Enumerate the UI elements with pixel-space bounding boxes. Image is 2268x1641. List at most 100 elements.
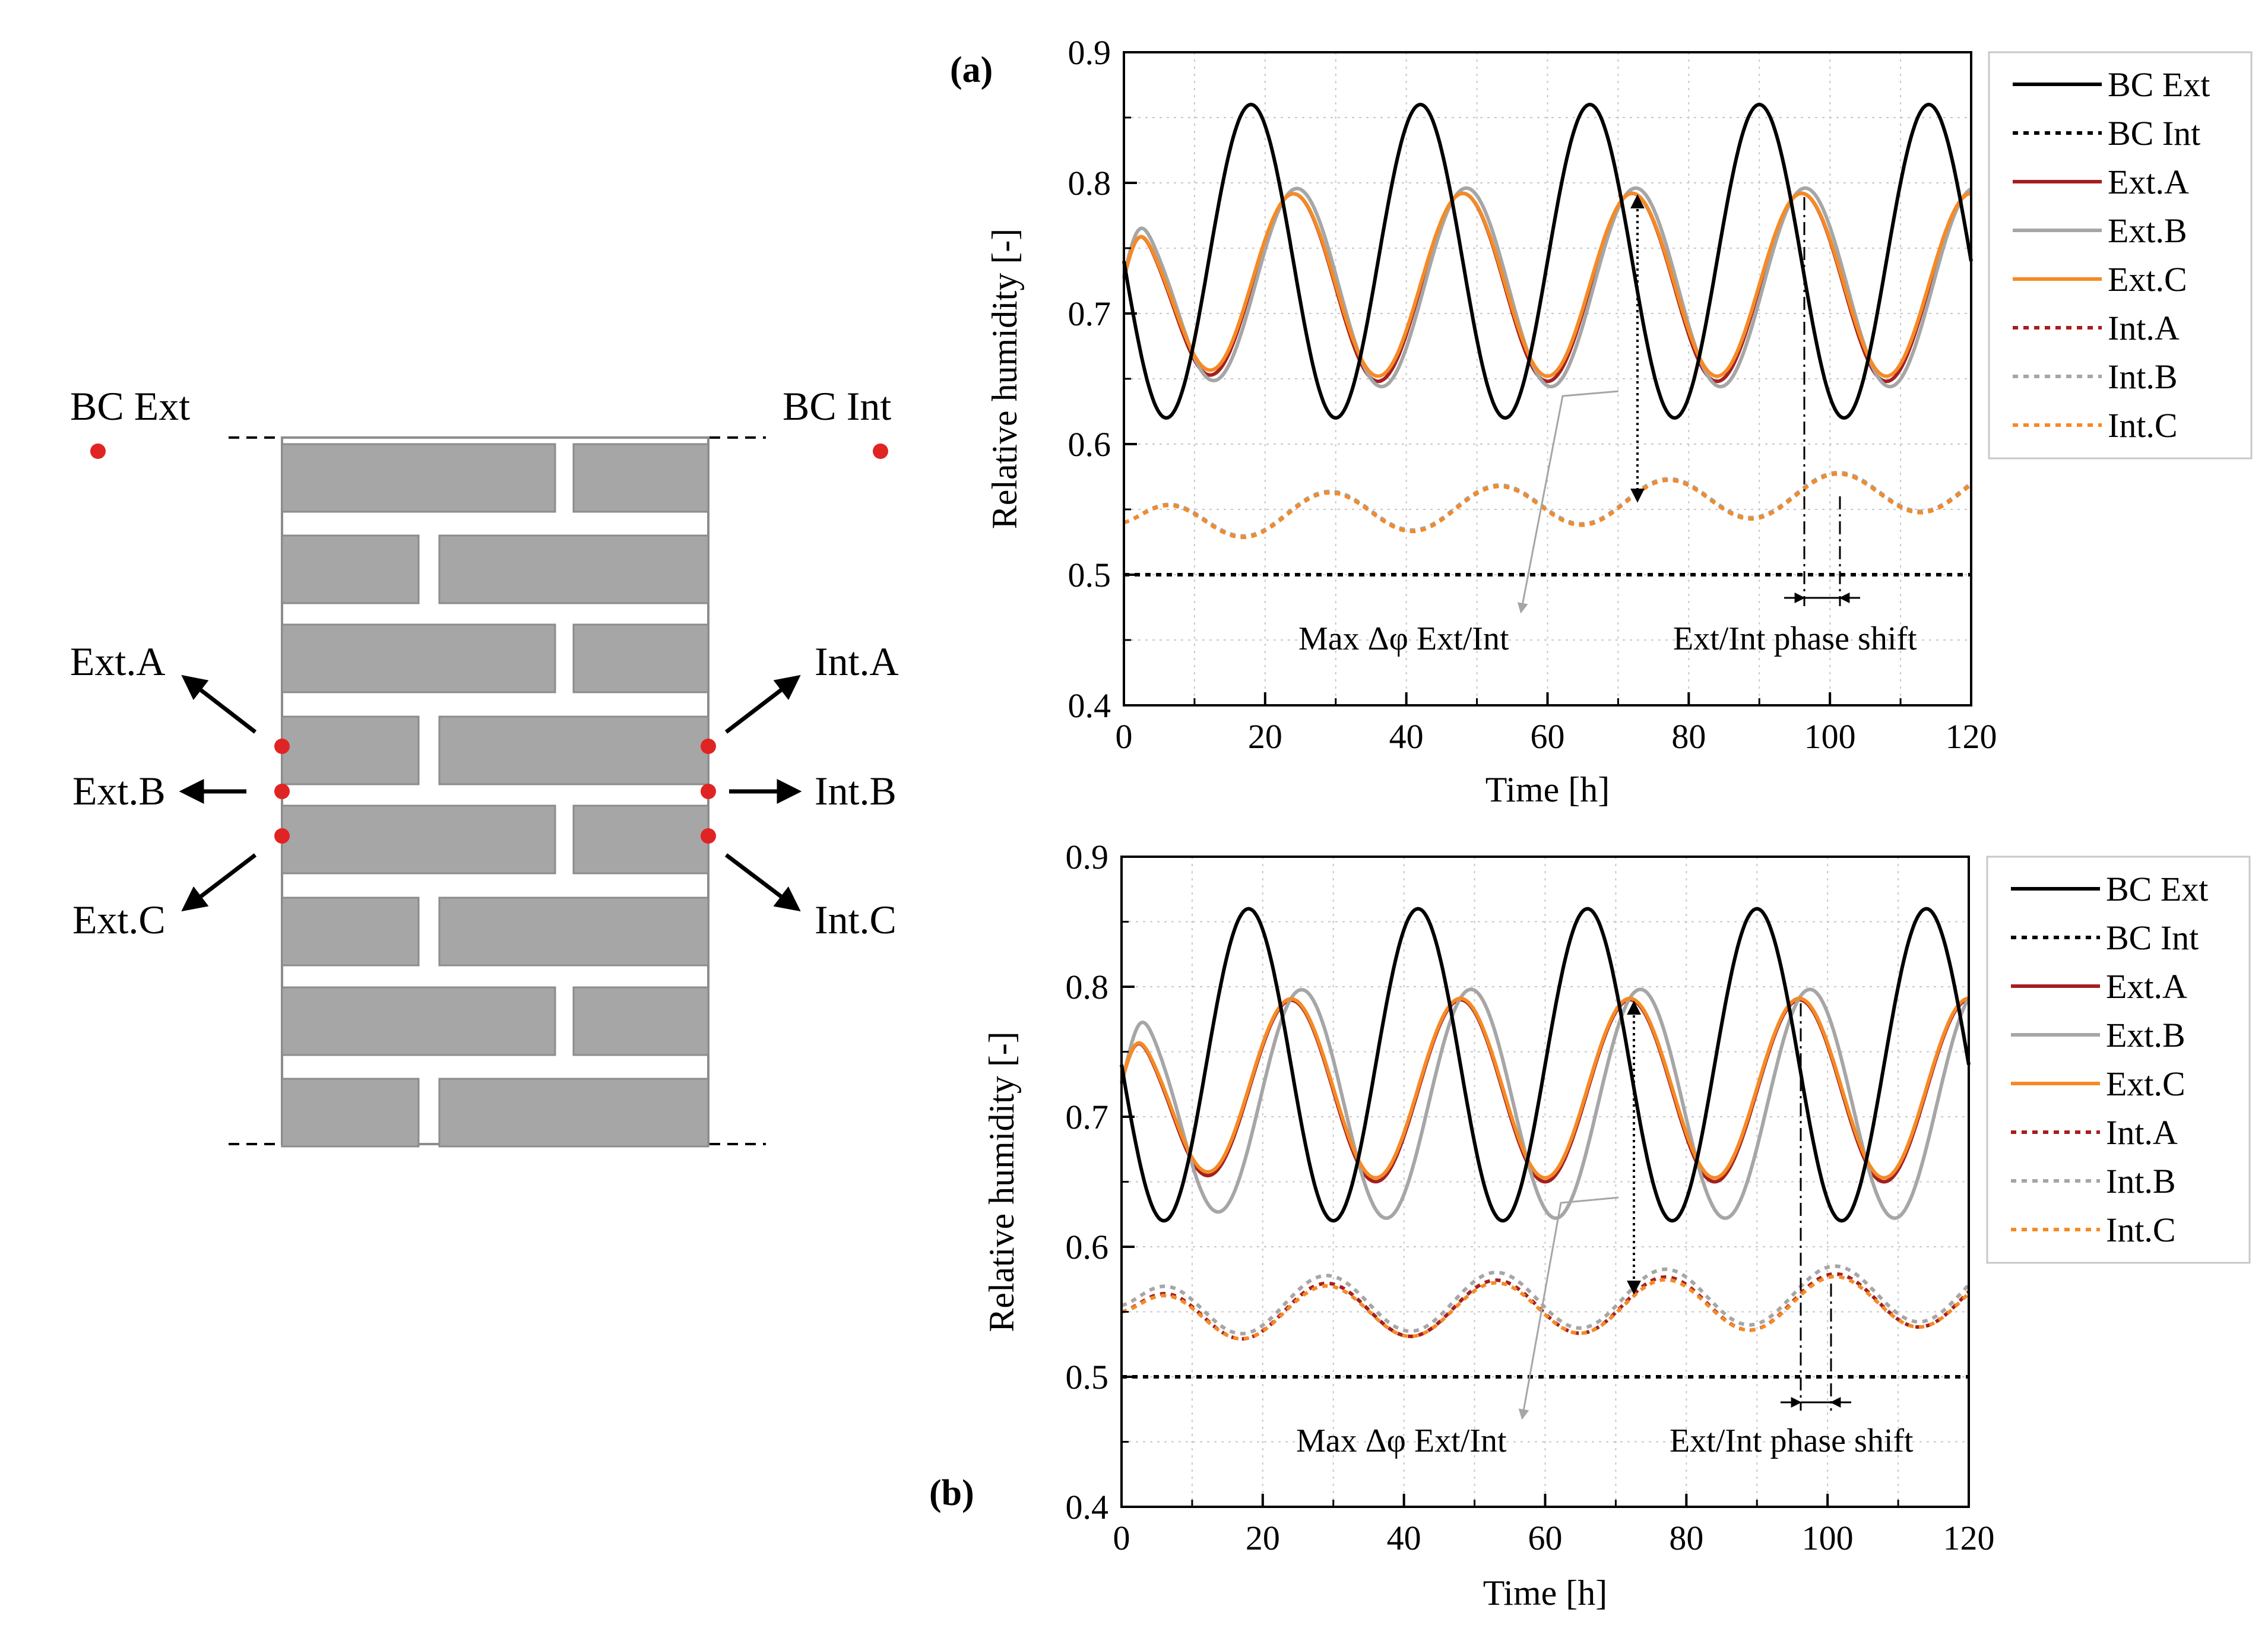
brick xyxy=(281,443,556,513)
int-b-point xyxy=(701,784,716,799)
panel-label-b: (b) xyxy=(929,1473,974,1513)
brick xyxy=(281,896,420,967)
brick-wall xyxy=(281,436,709,1148)
brick xyxy=(572,986,709,1056)
int-a-point xyxy=(701,739,716,754)
chart-b-max-delta-label: Max Δφ Ext/Int xyxy=(1296,1423,1507,1459)
chart-a: (a) 0 20 40 60 80 100 120 0.4 0.5 0.6 0.7 0.8 0.9 Ti… xyxy=(950,33,2253,809)
series-line-int-c xyxy=(1121,1275,1971,1341)
brick xyxy=(572,443,709,513)
panel-label-a: (a) xyxy=(950,50,993,90)
int-b-label: Int.B xyxy=(815,768,897,813)
series-line-ext-b xyxy=(1120,987,1971,1220)
legend-box xyxy=(1986,856,2251,1264)
legend-label: Int.A xyxy=(2108,309,2180,347)
legend-label: Ext.C xyxy=(2106,1065,2185,1103)
chart-b-phase-shift-label: Ext/Int phase shift xyxy=(1670,1423,1914,1459)
chart-b-ticks: 0 20 40 60 80 100 120 0.4 0.5 0.6 0.7 0.8 0.9 xyxy=(1066,838,1995,1557)
y-tick-label: 0.9 xyxy=(1066,838,1109,876)
y-tick-label: 0.6 xyxy=(1066,1228,1109,1266)
brick xyxy=(281,1078,420,1148)
y-tick-label: 0.9 xyxy=(1068,33,1111,72)
chart-b-legend: BC Ext BC Int Ext.A Ext.B Ext.C Int.A Int.B Int… xyxy=(1986,856,2251,1264)
legend-label: Int.A xyxy=(2106,1113,2178,1152)
ext-c-arrow xyxy=(181,853,257,912)
y-tick-label: 0.8 xyxy=(1068,164,1111,202)
bc-int-label: BC Int xyxy=(783,384,891,429)
brick xyxy=(281,804,556,875)
y-tick-label: 0.5 xyxy=(1066,1358,1109,1396)
x-tick-label: 20 xyxy=(1248,717,1282,756)
series-line-int-a xyxy=(1123,472,1972,539)
legend-label: Ext.C xyxy=(2108,260,2187,299)
x-tick-label: 120 xyxy=(1946,717,1997,756)
series-line-bc-ext xyxy=(1122,102,1973,420)
ext-b-label: Ext.B xyxy=(72,768,166,813)
chart-a-grid xyxy=(1124,52,1971,705)
series-line-ext-c xyxy=(1120,996,1969,1180)
legend-box xyxy=(1988,51,2253,460)
x-tick-label: 60 xyxy=(1531,717,1565,756)
brick xyxy=(572,623,709,693)
x-tick-label: 120 xyxy=(1943,1519,1995,1557)
chart-b-x-axis-title: Time [h] xyxy=(1483,1573,1607,1613)
y-tick-label: 0.6 xyxy=(1068,425,1111,464)
chart-b-annotations: Max Δφ Ext/Int Ext/Int phase shift xyxy=(1296,1000,1914,1459)
y-tick-label: 0.4 xyxy=(1068,686,1111,725)
bc-ext-point xyxy=(90,443,106,459)
ext-c-label: Ext.C xyxy=(72,897,166,942)
y-tick-label: 0.4 xyxy=(1066,1488,1109,1526)
legend-label: Ext.B xyxy=(2106,1016,2185,1054)
x-tick-label: 80 xyxy=(1669,1519,1703,1557)
bc-int-point xyxy=(873,443,888,459)
max-delta-pointer-arrow xyxy=(1518,1196,1619,1420)
x-tick-label: 0 xyxy=(1116,717,1133,756)
x-tick-label: 40 xyxy=(1389,717,1424,756)
int-a-label: Int.A xyxy=(815,639,899,684)
int-a-arrow xyxy=(724,674,801,734)
ext-c-point xyxy=(274,828,290,844)
chart-a-annotations: Max Δφ Ext/Int Ext/Int phase shift xyxy=(1298,194,1917,657)
legend-label: Ext.A xyxy=(2106,967,2187,1006)
y-tick-label: 0.7 xyxy=(1068,294,1111,333)
legend-label: BC Ext xyxy=(2106,870,2208,908)
chart-a-x-axis-title: Time [h] xyxy=(1485,770,1610,809)
series-line-ext-c xyxy=(1122,191,1972,378)
x-tick-label: 0 xyxy=(1113,1519,1130,1557)
brick xyxy=(281,623,556,693)
brick xyxy=(438,534,709,604)
legend-label: Ext.B xyxy=(2108,211,2187,250)
y-tick-label: 0.7 xyxy=(1066,1098,1109,1136)
brick xyxy=(281,715,420,785)
chart-a-series xyxy=(1122,102,1973,576)
legend-label: Int.C xyxy=(2108,406,2178,445)
brick xyxy=(438,1078,709,1148)
series-line-int-c xyxy=(1123,472,1972,539)
x-tick-label: 60 xyxy=(1528,1519,1563,1557)
legend-label: Int.C xyxy=(2106,1211,2176,1249)
chart-b-series xyxy=(1120,907,1971,1379)
chart-b-grid xyxy=(1122,857,1969,1507)
legend-label: BC Ext xyxy=(2108,65,2210,104)
y-tick-label: 0.5 xyxy=(1068,556,1111,594)
legend-label: BC Int xyxy=(2106,918,2199,957)
chart-a-y-axis-title: Relative humidity [-] xyxy=(985,229,1024,530)
chart-b-y-axis-title: Relative humidity [-] xyxy=(982,1031,1021,1332)
legend-label: Int.B xyxy=(2108,357,2178,396)
chart-a-max-delta-label: Max Δφ Ext/Int xyxy=(1298,620,1509,657)
brick xyxy=(281,986,556,1056)
ext-b-point xyxy=(274,784,290,799)
chart-a-phase-shift-label: Ext/Int phase shift xyxy=(1673,620,1917,657)
brick xyxy=(281,534,420,604)
chart-b: (b) 0 20 40 60 80 100 120 0.4 0.5 0.6 0.7 0.8 0.9 Ti… xyxy=(929,838,2251,1613)
ext-a-label: Ext.A xyxy=(70,639,166,684)
series-line-int-b xyxy=(1121,1264,1971,1336)
x-tick-label: 100 xyxy=(1802,1519,1854,1557)
bc-ext-label: BC Ext xyxy=(70,384,190,429)
brick xyxy=(438,896,709,967)
x-tick-label: 40 xyxy=(1387,1519,1421,1557)
series-line-int-a xyxy=(1121,1272,1971,1341)
y-tick-label: 0.8 xyxy=(1066,968,1109,1006)
brick xyxy=(572,804,709,875)
